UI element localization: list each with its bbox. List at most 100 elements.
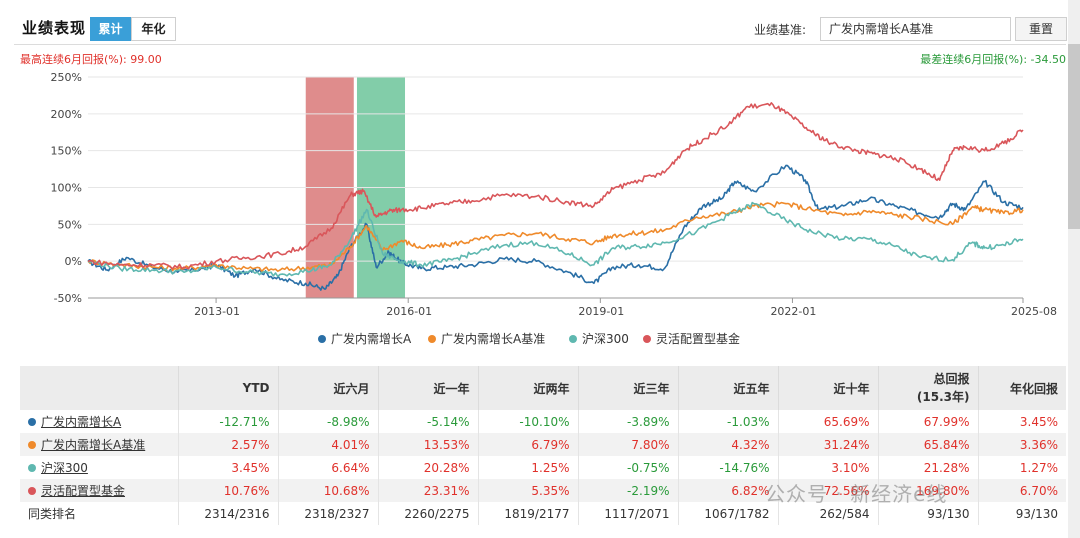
table-header-row: YTD 近六月 近一年 近两年 近三年 近五年 近十年 总回报 (15.3年) 年… [20,366,1066,410]
row-name-cell: 同类排名 [20,502,179,525]
table-row: 沪深300 3.45% 6.64% 20.28% 1.25% -0.75% -14.76% 3… [20,456,1066,479]
header-cell: 近三年 [578,366,679,410]
header-cell: 近五年 [678,366,779,410]
table-cell: 1.27% [1019,460,1058,475]
table-cell: 3.36% [978,433,1066,456]
table-cell: 10.68% [278,479,379,502]
row-name-cell: 沪深300 [20,456,179,479]
table-cell: 20.28% [378,456,479,479]
header-cell: 近六月 [278,366,379,410]
header-cell [20,366,179,410]
table-cell: 2.57% [178,433,279,456]
table-cell: 65.84% [878,433,979,456]
series-dot [28,441,36,449]
table-cell: 4.32% [678,433,779,456]
x-tick-label: 2025-08 [1011,305,1057,318]
table-row: 灵活配置型基金 10.76% 10.68% 23.31% 5.35% -2.19% 6.82… [20,479,1066,502]
tab-cumulative[interactable]: 累计 [90,17,131,41]
table-cell: 93/130 [878,502,979,525]
legend-item-flex-funds[interactable]: 灵活配置型基金 [643,330,740,347]
scrollbar-thumb[interactable] [1068,44,1080,229]
header-cell: 年化回报 [978,366,1066,410]
tab-annualized[interactable]: 年化 [131,17,176,41]
legend-label: 广发内需增长A [331,332,412,346]
table-cell: -3.89% [578,410,679,433]
header-total-line2: (15.3年) [916,390,970,404]
row-name: 同类排名 [28,507,77,521]
table-cell: 6.64% [278,456,379,479]
row-name[interactable]: 广发内需增长A [41,415,122,429]
table-cell: 2314/2316 [178,502,279,525]
header-cell: 近一年 [378,366,479,410]
chart-legend: 广发内需增长A 广发内需增长A基准 沪深300 灵活配置型基金 [0,330,1080,350]
y-tick-label: 200% [51,108,82,121]
table-cell: 31.24% [778,433,879,456]
section-title: 业绩表现 [22,19,87,37]
table-cell: 1117/2071 [578,502,679,525]
header-cell: 近十年 [778,366,879,410]
table-cell: 2260/2275 [378,502,479,525]
header-cell-total: 总回报 (15.3年) [878,366,979,410]
table-cell: 262/584 [778,502,879,525]
table-cell: -5.14% [378,410,479,433]
table-cell: -8.98% [278,410,379,433]
table-cell: 1819/2177 [478,502,579,525]
table-cell: 169.80% [878,479,979,502]
x-tick-label: 2013-01 [194,305,240,318]
row-name[interactable]: 沪深300 [41,461,88,475]
legend-dot [428,335,436,343]
table-cell: 1.25% [478,456,579,479]
row-name[interactable]: 广发内需增长A基准 [41,438,146,452]
benchmark-input[interactable]: 广发内需增长A基准 [820,17,1011,41]
watermark: 公众号 · 新经济e线 [765,482,948,506]
table-cell: -10.10% [478,410,579,433]
row-name[interactable]: 灵活配置型基金 [41,484,126,498]
table-cell: -12.71% [178,410,279,433]
table-cell: 6.79% [478,433,579,456]
header-divider [14,44,1066,45]
table-cell: -1.03% [678,410,779,433]
legend-dot [318,335,326,343]
table-cell: 21.28% [878,456,979,479]
table-cell: 4.01% [278,433,379,456]
table-cell: 1067/1782 [678,502,779,525]
y-tick-label: 50% [58,218,82,231]
series-dot [28,418,36,426]
table-cell: 13.53% [378,433,479,456]
table-cell: 3.10% [778,456,879,479]
header-total-line1: 总回报 [933,372,970,386]
series-line-2 [87,201,1024,278]
max-6m-return: 最高连续6月回报(%): 99.00 [20,53,162,66]
series-line-1 [87,201,1024,273]
table-cell: 3.45% [178,456,279,479]
table-cell: 6.70% [978,479,1066,502]
table-cell: 65.69% [778,410,879,433]
performance-chart: 250% 200% 150% 100% 50% 0% -50% 2013-01 2016-01… [51,71,1057,318]
table-cell: -2.19% [578,479,679,502]
table-cell: -0.75% [578,456,679,479]
table-cell: 5.35% [478,479,579,502]
series-line-3 [87,102,1024,270]
y-tick-label: 250% [51,71,82,84]
y-tick-label: 0% [65,255,82,268]
legend-item-benchmark[interactable]: 广发内需增长A基准 [428,330,545,347]
benchmark-label: 业绩基准: [754,23,807,37]
row-name-cell: 广发内需增长A基准 [20,433,179,456]
table-cell: -14.76% [678,456,779,479]
table-cell: 67.99% [878,410,979,433]
legend-item-csi300[interactable]: 沪深300 [569,330,629,347]
legend-item-fund[interactable]: 广发内需增长A [318,330,411,347]
table-cell: 23.31% [378,479,479,502]
table-row: 同类排名 2314/2316 2318/2327 2260/2275 1819/2177… [20,502,1066,525]
legend-label: 灵活配置型基金 [656,332,741,346]
performance-table: YTD 近六月 近一年 近两年 近三年 近五年 近十年 总回报 (15.3年) 年… [20,366,1066,525]
y-tick-label: 150% [51,145,82,158]
y-tick-label: 100% [51,182,82,195]
x-tick-label: 2022-01 [770,305,816,318]
y-tick-label: -50% [54,292,82,305]
reset-button[interactable]: 重置 [1015,17,1067,41]
header-cell: YTD [178,366,279,410]
table-cell: 2318/2327 [278,502,379,525]
table-cell: 10.76% [178,479,279,502]
series-dot [28,464,36,472]
